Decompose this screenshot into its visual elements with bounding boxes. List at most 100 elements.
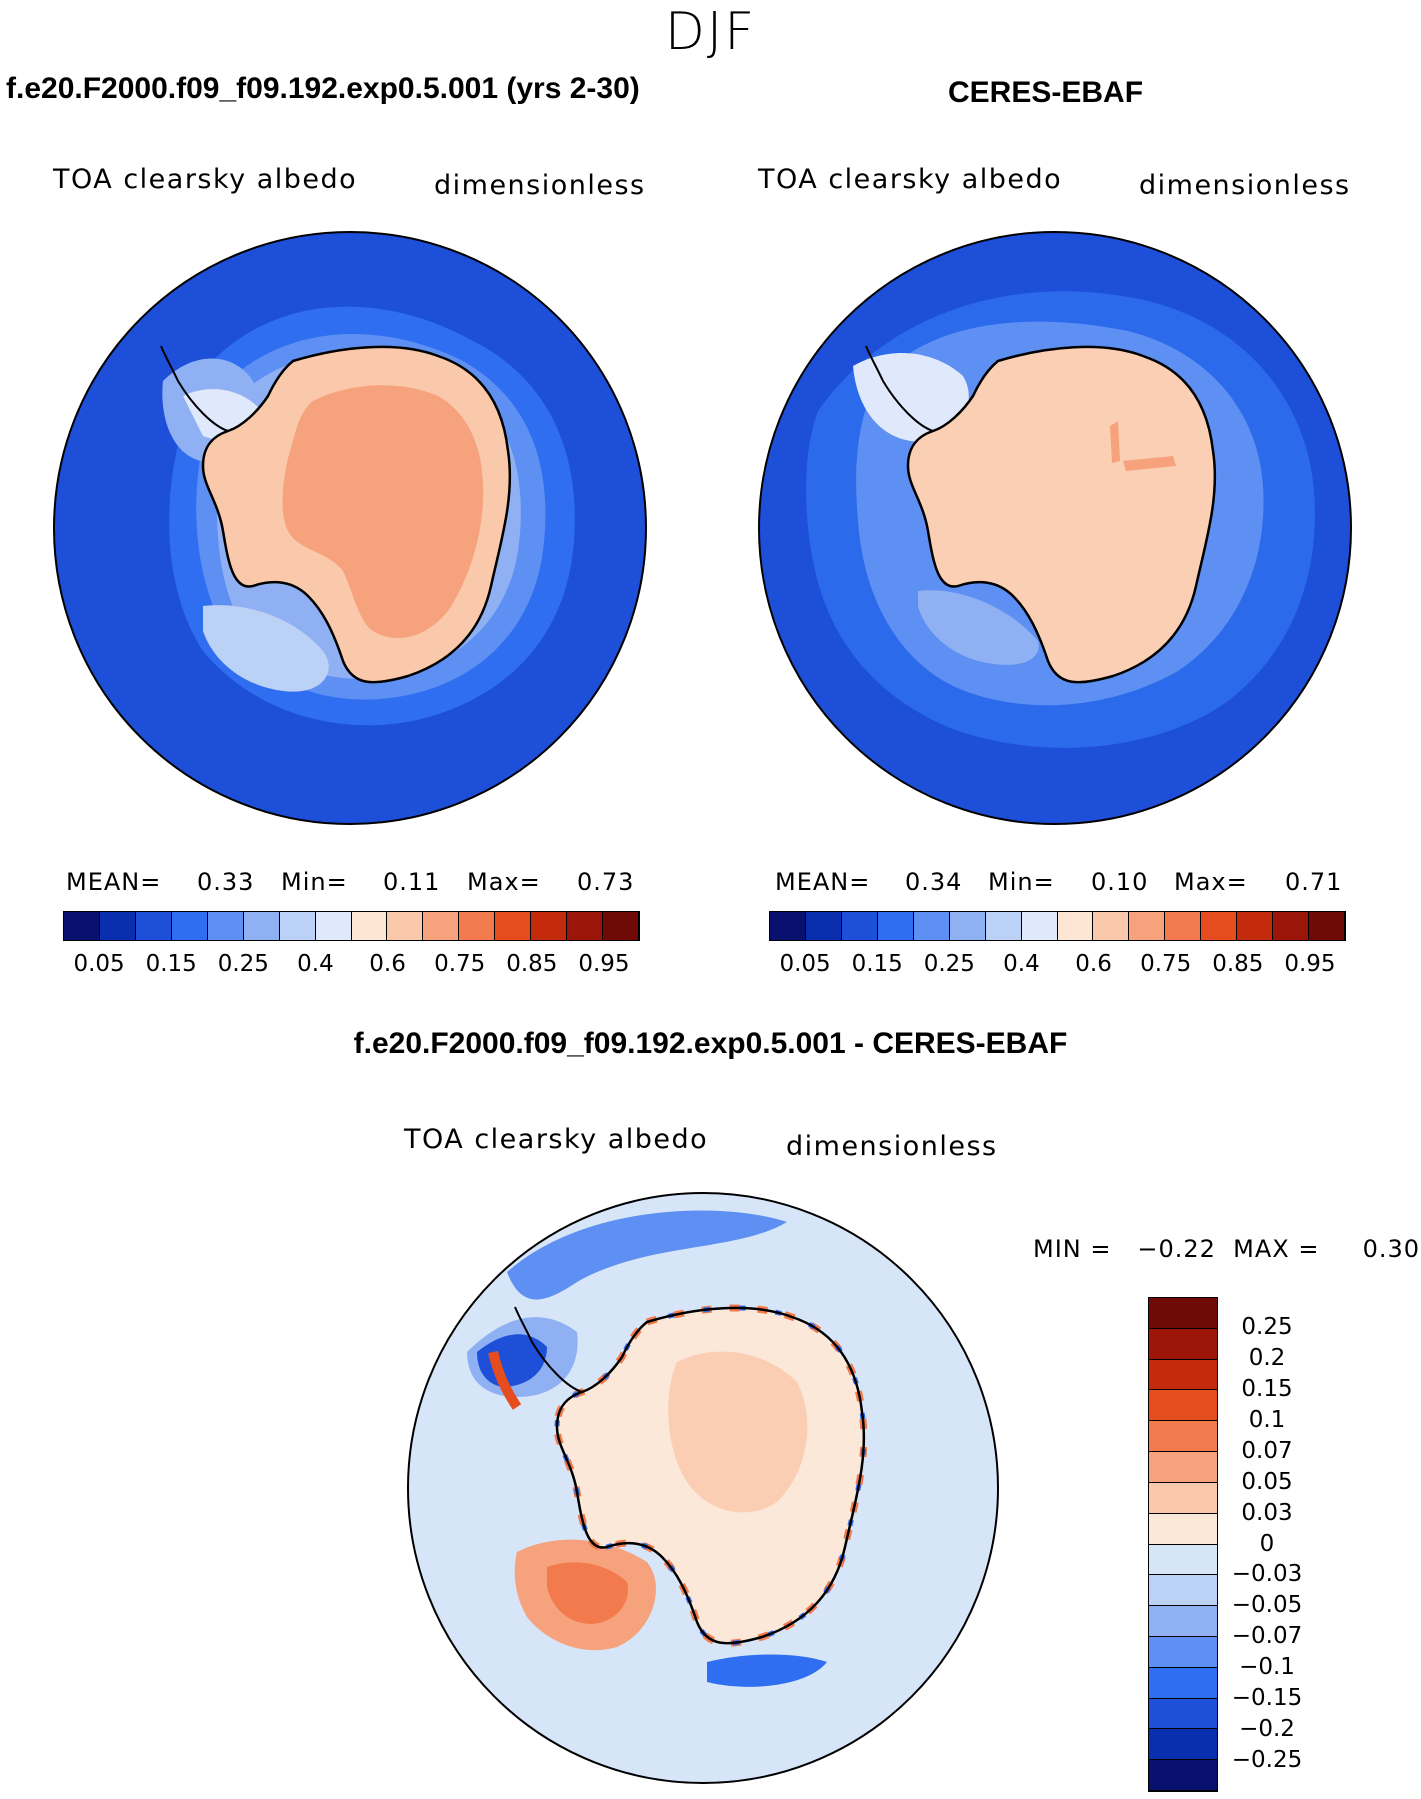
- model-colorbar-swatch: [171, 912, 208, 940]
- obs-colorbar-swatch: [985, 912, 1022, 940]
- diff-colorbar-swatch: [1149, 1636, 1217, 1668]
- obs-colorbar: [769, 911, 1346, 941]
- antarctica-coastline: [906, 345, 1217, 684]
- model-colorbar-swatch: [99, 912, 136, 940]
- map-boundary: [758, 231, 1352, 825]
- diff-colorbar-swatch: [1149, 1390, 1217, 1422]
- obs-min-value: 0.10: [1091, 868, 1149, 896]
- season-title: DJF: [664, 2, 757, 62]
- model-colorbar-tick-label: 0.75: [434, 951, 486, 977]
- obs-colorbar-tick-label: 0.15: [851, 951, 903, 977]
- model-colorbar-swatch: [207, 912, 244, 940]
- antarctic-continent-region: [908, 346, 1215, 683]
- peninsula-positive-difference-strip: [488, 1350, 522, 1410]
- diff-colorbar-swatch: [1149, 1698, 1217, 1730]
- diff-units-label: dimensionless: [786, 1131, 998, 1162]
- obs-min-label: Min=: [988, 868, 1055, 896]
- diff-colorbar-swatch: [1149, 1575, 1217, 1607]
- model-colorbar-swatch: [459, 912, 496, 940]
- diff-colorbar-tick-label: 0.05: [1241, 1468, 1293, 1495]
- obs-colorbar-swatch: [1057, 912, 1094, 940]
- model-max-label: Max=: [467, 868, 541, 896]
- diff-colorbar-swatch: [1149, 1298, 1217, 1329]
- diff-colorbar-swatch: [1149, 1513, 1217, 1545]
- model-colorbar-swatch: [603, 912, 639, 940]
- obs-colorbar-swatch: [1309, 912, 1345, 940]
- diff-colorbar-swatch: [1149, 1760, 1217, 1791]
- model-panel-title: f.e20.F2000.f09_f09.192.exp0.5.001 (yrs …: [6, 72, 640, 105]
- diff-colorbar-swatch: [1149, 1328, 1217, 1360]
- antarctic-peninsula-coastline: [160, 345, 229, 432]
- plateau-streak-region: [1123, 456, 1176, 471]
- model-colorbar-swatch: [64, 912, 100, 940]
- obs-colorbar-tick-label: 0.4: [1003, 951, 1040, 977]
- east-antarctic-plateau-region: [282, 385, 484, 639]
- obs-units-label: dimensionless: [1139, 170, 1351, 201]
- obs-colorbar-swatch: [1021, 912, 1058, 940]
- model-colorbar-swatch: [315, 912, 352, 940]
- obs-colorbar-swatch: [841, 912, 878, 940]
- diff-colorbar-tick-label: −0.2: [1239, 1716, 1295, 1743]
- diff-colorbar-tick-label: 0.2: [1248, 1344, 1286, 1371]
- model-colorbar-tick-label: 0.4: [297, 951, 334, 977]
- weddell-sea-ice-region: [918, 590, 1039, 665]
- model-colorbar-tick-label: 0.15: [145, 951, 197, 977]
- diff-colorbar-swatch: [1149, 1482, 1217, 1514]
- model-map: [53, 231, 647, 825]
- antarctica-coastline: [555, 1306, 866, 1645]
- model-colorbar-tick-label: 0.6: [369, 951, 406, 977]
- model-min-value: 0.11: [383, 868, 441, 896]
- map-boundary: [53, 231, 647, 825]
- model-colorbar-swatch: [135, 912, 172, 940]
- obs-colorbar-swatch: [949, 912, 986, 940]
- antarctic-peninsula-coastline: [514, 1306, 583, 1393]
- diff-colorbar-tick-label: −0.05: [1231, 1592, 1303, 1619]
- obs-colorbar-swatch: [805, 912, 842, 940]
- weddell-sea-ice-region: [203, 605, 329, 692]
- diff-colorbar-tick-label: 0.1: [1248, 1406, 1286, 1433]
- diff-colorbar-swatch: [1149, 1667, 1217, 1699]
- model-min-label: Min=: [281, 868, 348, 896]
- model-colorbar-swatch: [351, 912, 388, 940]
- diff-colorbar-tick-label: 0.07: [1241, 1437, 1293, 1464]
- model-colorbar-swatch: [531, 912, 568, 940]
- model-mean-label: MEAN=: [66, 868, 162, 896]
- antarctica-coastline: [201, 345, 512, 684]
- obs-colorbar-tick-label: 0.25: [923, 951, 975, 977]
- obs-mean-label: MEAN=: [775, 868, 871, 896]
- peninsula-ice-region: [853, 353, 969, 442]
- model-colorbar-tick-label: 0.05: [73, 951, 125, 977]
- obs-colorbar-tick-label: 0.85: [1212, 951, 1264, 977]
- obs-colorbar-tick-label: 0.6: [1075, 951, 1112, 977]
- diff-colorbar-tick-label: −0.1: [1239, 1654, 1295, 1681]
- map-boundary: [407, 1192, 999, 1784]
- obs-colorbar-swatch: [1129, 912, 1166, 940]
- model-colorbar-tick-label: 0.85: [506, 951, 558, 977]
- obs-colorbar-swatch: [877, 912, 914, 940]
- model-colorbar-swatch: [567, 912, 604, 940]
- diff-colorbar-swatch: [1149, 1452, 1217, 1483]
- obs-mean-value: 0.34: [905, 868, 963, 896]
- obs-colorbar-swatch: [1201, 912, 1238, 940]
- diff-colorbar-swatch: [1149, 1606, 1217, 1637]
- obs-colorbar-tick-label: 0.75: [1140, 951, 1192, 977]
- model-variable-label: TOA clearsky albedo: [53, 164, 358, 195]
- obs-max-label: Max=: [1174, 868, 1248, 896]
- diff-panel-title: f.e20.F2000.f09_f09.192.exp0.5.001 - CER…: [353, 1027, 1068, 1060]
- model-max-value: 0.73: [577, 868, 635, 896]
- diff-colorbar: [1148, 1297, 1218, 1792]
- negative-difference-band: [507, 1210, 787, 1300]
- diff-colorbar-tick-label: −0.25: [1231, 1747, 1303, 1774]
- obs-colorbar-swatch: [913, 912, 950, 940]
- model-units-label: dimensionless: [434, 170, 646, 201]
- diff-colorbar-tick-label: 0.15: [1241, 1375, 1293, 1402]
- model-colorbar-swatch: [387, 912, 424, 940]
- obs-variable-label: TOA clearsky albedo: [758, 164, 1063, 195]
- diff-colorbar-swatch: [1149, 1421, 1217, 1453]
- obs-colorbar-swatch: [1273, 912, 1310, 940]
- antarctic-peninsula-coastline: [865, 345, 934, 432]
- diff-range-text: MIN = −0.22 MAX = 0.30: [1033, 1235, 1421, 1263]
- diff-colorbar-tick-label: 0.03: [1241, 1499, 1293, 1526]
- diff-map: [407, 1192, 999, 1784]
- diff-colorbar-tick-label: 0.25: [1241, 1313, 1293, 1340]
